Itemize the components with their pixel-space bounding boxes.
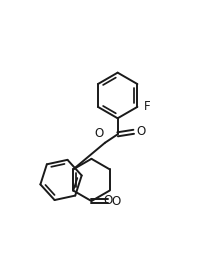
- Text: O: O: [94, 127, 104, 140]
- Text: F: F: [144, 100, 151, 113]
- Text: O: O: [111, 195, 120, 208]
- Text: O: O: [104, 193, 113, 207]
- Text: O: O: [136, 125, 146, 138]
